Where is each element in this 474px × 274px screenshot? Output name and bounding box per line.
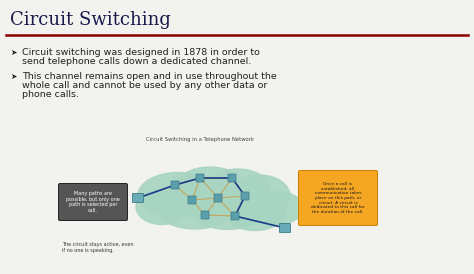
Text: Circuit Switching in a Telephone Network: Circuit Switching in a Telephone Network [146, 138, 254, 142]
FancyBboxPatch shape [201, 211, 209, 219]
Ellipse shape [253, 192, 303, 224]
FancyBboxPatch shape [133, 193, 144, 202]
FancyBboxPatch shape [214, 194, 222, 202]
Ellipse shape [206, 169, 271, 211]
Text: This channel remains open and in use throughout the: This channel remains open and in use thr… [22, 72, 277, 81]
Text: whole call and cannot be used by any other data or: whole call and cannot be used by any oth… [22, 81, 267, 90]
Ellipse shape [136, 190, 188, 224]
FancyBboxPatch shape [241, 192, 249, 200]
Text: Circuit switching was designed in 1878 in order to: Circuit switching was designed in 1878 i… [22, 48, 260, 57]
FancyBboxPatch shape [228, 174, 236, 182]
Text: Once a call is
established, all
communication takes
place on this path, or
circu: Once a call is established, all communic… [311, 182, 365, 214]
Text: Many paths are
possible, but only one
path is selected per
call.: Many paths are possible, but only one pa… [66, 191, 120, 213]
Text: send telephone calls down a dedicated channel.: send telephone calls down a dedicated ch… [22, 57, 251, 66]
FancyBboxPatch shape [299, 170, 377, 226]
FancyBboxPatch shape [188, 196, 196, 204]
Text: phone calls.: phone calls. [22, 90, 79, 99]
Text: Circuit Switching: Circuit Switching [10, 11, 171, 29]
Ellipse shape [157, 191, 233, 229]
FancyBboxPatch shape [58, 184, 128, 221]
Ellipse shape [225, 196, 285, 230]
FancyBboxPatch shape [280, 224, 291, 233]
Text: ➤: ➤ [10, 48, 17, 57]
Text: ➤: ➤ [10, 72, 17, 81]
Ellipse shape [193, 195, 263, 230]
FancyBboxPatch shape [171, 181, 179, 189]
Ellipse shape [138, 173, 218, 218]
Ellipse shape [230, 175, 290, 217]
Ellipse shape [175, 167, 245, 209]
FancyBboxPatch shape [231, 212, 239, 220]
FancyBboxPatch shape [196, 174, 204, 182]
Text: The circuit stays active, even
if no one is speaking.: The circuit stays active, even if no one… [62, 242, 134, 253]
